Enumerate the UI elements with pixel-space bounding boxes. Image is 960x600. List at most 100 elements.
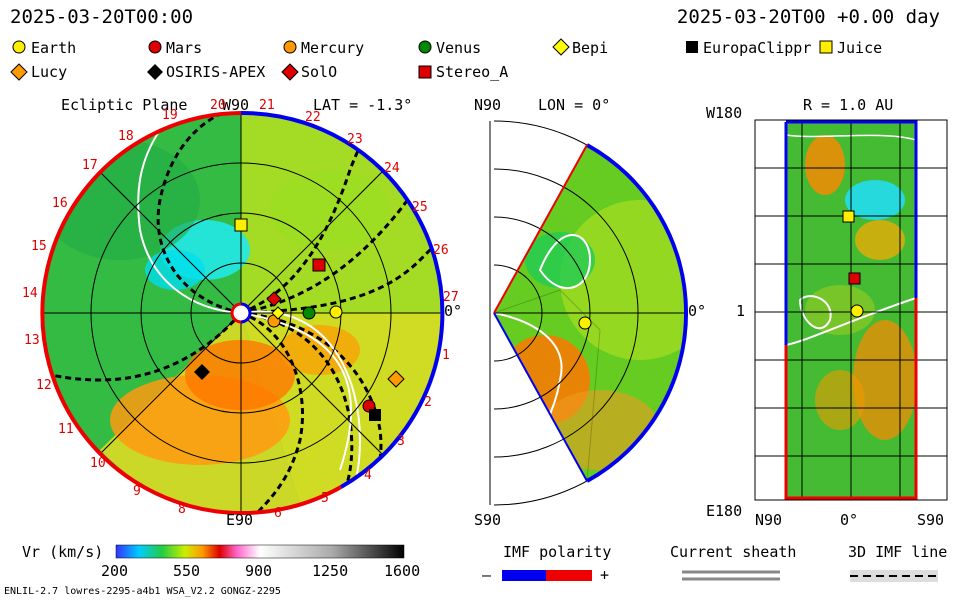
ecliptic-title: Ecliptic Plane xyxy=(61,96,188,114)
carrington-tick-6: 6 xyxy=(274,506,282,521)
imf-minus-label: – xyxy=(482,566,492,584)
meridional-zero-label: 0° xyxy=(688,302,707,320)
venus-marker xyxy=(302,306,316,320)
carrington-tick-2: 2 xyxy=(424,395,432,410)
ecliptic-boundary-negative xyxy=(240,110,445,489)
radial-e180-label: E180 xyxy=(706,502,743,520)
carrington-tick-17: 17 xyxy=(82,158,98,173)
imf-plus-label: + xyxy=(600,566,610,584)
legend-mercury-label: Mercury xyxy=(301,39,365,57)
legend-venus-label: Venus xyxy=(436,39,482,57)
lucy-marker xyxy=(387,370,405,388)
earth-marker-radial xyxy=(850,304,864,318)
carrington-tick-3: 3 xyxy=(397,434,405,449)
imf-positive-swatch xyxy=(546,570,592,581)
legend-solo-icon xyxy=(281,63,299,81)
legend-europaclippr-icon xyxy=(686,41,698,53)
radial-s90-label: S90 xyxy=(917,511,945,529)
legend-juice-label: Juice xyxy=(837,39,883,57)
legend-stereo-a-icon xyxy=(418,65,432,79)
colorbar-tick-1250: 1250 xyxy=(312,562,349,580)
carrington-tick-11: 11 xyxy=(58,422,74,437)
right-timestamp: 2025-03-20T00 +0.00 day xyxy=(676,6,940,28)
meridional-lon-label: LON = 0° xyxy=(538,96,611,114)
legend-osiris-apex-label: OSIRIS-APEX xyxy=(166,63,266,81)
ecliptic-boundary-positive xyxy=(40,111,342,515)
imf-line-swatch xyxy=(850,570,938,582)
carrington-tick-23: 23 xyxy=(347,132,363,147)
ecliptic-panel xyxy=(40,110,445,515)
radial-panel xyxy=(754,119,948,501)
radial-zero-label: 0° xyxy=(840,511,859,529)
ecliptic-w90-label: W90 xyxy=(222,96,250,114)
meridional-n90-label: N90 xyxy=(474,96,502,114)
carrington-tick-12: 12 xyxy=(36,378,52,393)
legend-bepi-label: Bepi xyxy=(572,39,609,57)
carrington-tick-21: 21 xyxy=(259,98,275,113)
carrington-tick-18: 18 xyxy=(118,129,134,144)
carrington-tick-16: 16 xyxy=(52,196,68,211)
colorbar-tick-550: 550 xyxy=(173,562,201,580)
legend-mars-label: Mars xyxy=(166,39,203,57)
carrington-tick-4: 4 xyxy=(364,468,372,483)
radial-n90-label: N90 xyxy=(755,511,783,529)
carrington-tick-24: 24 xyxy=(384,161,400,176)
legend-mars-icon xyxy=(148,40,162,54)
radial-mid-label: 1 xyxy=(736,302,746,320)
colorbar-tick-1600: 1600 xyxy=(384,562,421,580)
carrington-tick-20: 20 xyxy=(210,98,226,113)
carrington-tick-15: 15 xyxy=(31,239,47,254)
juice-marker xyxy=(234,218,248,232)
legend-earth-label: Earth xyxy=(31,39,77,57)
imf-negative-swatch xyxy=(502,570,546,581)
legend-lucy-label: Lucy xyxy=(31,63,68,81)
ecliptic-e90-label: E90 xyxy=(226,511,254,529)
ecliptic-lat-label: LAT = -1.3° xyxy=(313,96,413,114)
carrington-tick-5: 5 xyxy=(321,491,329,506)
meridional-s90-label: S90 xyxy=(474,511,502,529)
legend-stereo-a-label: Stereo_A xyxy=(436,63,509,81)
current-sheath-swatch xyxy=(682,570,780,581)
carrington-tick-13: 13 xyxy=(24,333,40,348)
legend-bepi-icon xyxy=(552,38,570,56)
legend-solo-label: SolO xyxy=(301,63,338,81)
carrington-tick-14: 14 xyxy=(22,286,38,301)
earth-marker-meridional xyxy=(578,316,592,330)
stereo-a-marker xyxy=(312,258,326,272)
legend-earth-icon xyxy=(12,40,26,54)
carrington-tick-9: 9 xyxy=(133,484,141,499)
carrington-tick-1: 1 xyxy=(442,348,450,363)
legend-osiris-apex-icon xyxy=(147,64,163,80)
europaclippr-marker xyxy=(369,409,381,421)
carrington-tick-27: 27 xyxy=(443,290,459,305)
solo-marker xyxy=(266,291,282,307)
ecliptic-zero-label: 0° xyxy=(444,302,463,320)
legend-mercury-icon xyxy=(283,40,297,54)
carrington-tick-22: 22 xyxy=(305,110,321,125)
legend-venus-icon xyxy=(418,40,432,54)
carrington-tick-10: 10 xyxy=(90,456,106,471)
stereo-a-marker-radial xyxy=(848,272,861,285)
imf-polarity-title: IMF polarity xyxy=(503,543,612,561)
carrington-tick-26: 26 xyxy=(433,243,449,258)
legend-europaclippr-label: EuropaClippr xyxy=(703,39,812,57)
colorbar-tick-200: 200 xyxy=(101,562,129,580)
bepi-marker xyxy=(271,306,285,320)
imf-line-title: 3D IMF line xyxy=(848,543,948,561)
radial-w180-label: W180 xyxy=(706,104,743,122)
legend-juice-icon xyxy=(819,40,833,54)
osiris-apex-marker xyxy=(194,364,210,380)
legend-markers xyxy=(10,38,833,81)
radial-r-label: R = 1.0 AU xyxy=(803,96,894,114)
current-sheath-title: Current sheath xyxy=(670,543,797,561)
colorbar-tick-900: 900 xyxy=(245,562,273,580)
ecliptic-bodies xyxy=(194,218,405,421)
model-footer: ENLIL-2.7 lowres-2295-a4b1 WSA_V2.2 GONG… xyxy=(4,586,281,597)
vr-colorbar xyxy=(115,544,405,559)
carrington-tick-19: 19 xyxy=(162,108,178,123)
carrington-tick-8: 8 xyxy=(178,502,186,517)
colorbar-label: Vr (km/s) xyxy=(22,543,104,561)
legend-lucy-icon xyxy=(10,63,28,81)
left-timestamp: 2025-03-20T00:00 xyxy=(10,6,194,28)
